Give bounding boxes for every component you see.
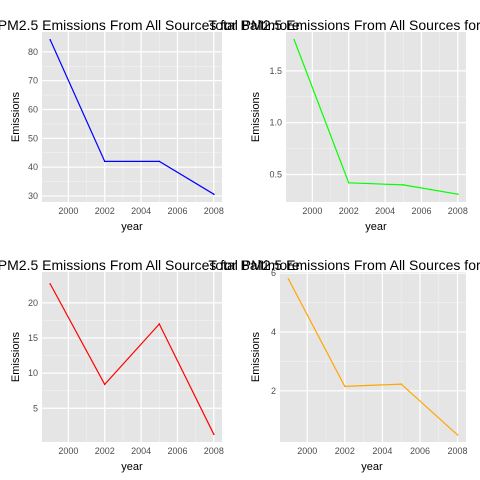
x-tick-labels: 2000 2002 2004 2006 2008: [297, 446, 467, 456]
data-point: [344, 385, 346, 388]
data-point: [293, 38, 295, 41]
x-axis-label: year: [361, 461, 383, 473]
x-tick-label: 2000: [58, 446, 78, 456]
minor-grid: [280, 272, 466, 442]
y-axis-label: Emissions: [250, 331, 262, 382]
y-tick-label: 2: [271, 386, 276, 396]
y-axis-label: Emissions: [10, 91, 22, 142]
x-tick-label: 2008: [448, 206, 468, 216]
y-tick-labels: 5 10 15 20: [28, 298, 38, 413]
major-grid: [280, 272, 466, 442]
x-tick-labels: 2000 2002 2004 2006 2008: [58, 446, 223, 456]
data-point: [103, 383, 106, 386]
y-tick-label: 10: [28, 368, 38, 378]
major-grid: [42, 272, 222, 442]
data-points: [49, 283, 215, 436]
plot-background: [286, 32, 466, 202]
data-point: [457, 193, 459, 196]
panel-title: Total PM2.5 Emissions From All Sources f…: [0, 17, 300, 33]
emissions-line: [287, 278, 458, 436]
data-points: [49, 38, 215, 196]
y-tick-label: 1.5: [269, 66, 282, 76]
x-tick-labels: 2000 2002 2004 2006 2008: [302, 206, 467, 216]
y-tick-label: 20: [28, 298, 38, 308]
panel-bottom-left: Total PM2.5 Emissions From All Sources f…: [0, 257, 300, 473]
major-grid: [42, 32, 222, 202]
x-tick-label: 2002: [95, 206, 115, 216]
x-tick-label: 2004: [372, 446, 392, 456]
y-tick-label: 5: [33, 403, 38, 413]
plot-background: [280, 272, 466, 442]
data-point: [400, 383, 402, 385]
x-axis-label: year: [365, 221, 387, 233]
data-point: [49, 283, 51, 285]
emissions-line: [49, 283, 215, 435]
x-axis-label: year: [121, 221, 143, 233]
emissions-line: [293, 39, 458, 195]
panel-top-right: Total PM2.5 Emissions From All Sources f…: [208, 17, 480, 233]
data-point: [49, 38, 51, 41]
major-grid: [286, 32, 466, 202]
x-tick-label: 2000: [58, 206, 78, 216]
x-tick-label: 2000: [297, 446, 317, 456]
y-tick-labels: 0.5 1.0 1.5: [269, 66, 282, 180]
x-tick-label: 2004: [131, 206, 151, 216]
y-tick-labels: 2 4 6: [271, 268, 276, 396]
x-tick-label: 2006: [411, 206, 431, 216]
x-tick-label: 2008: [204, 446, 224, 456]
data-point: [158, 323, 161, 325]
data-point: [287, 278, 290, 280]
x-tick-labels: 2000 2002 2004 2006 2008: [58, 206, 223, 216]
data-points: [293, 38, 459, 196]
x-tick-label: 2006: [410, 446, 430, 456]
y-tick-label: 30: [28, 191, 38, 201]
data-point: [213, 433, 215, 436]
y-tick-label: 40: [28, 162, 38, 172]
panel-top-left: Total PM2.5 Emissions From All Sources f…: [0, 17, 300, 233]
y-tick-label: 0.5: [269, 170, 282, 180]
panel-title: Total PM2.5 Emissions From All Sources f…: [208, 257, 480, 273]
x-tick-label: 2004: [131, 446, 151, 456]
x-tick-label: 2006: [167, 206, 187, 216]
data-point: [103, 160, 106, 163]
x-tick-label: 2008: [448, 446, 468, 456]
y-axis-label: Emissions: [10, 331, 22, 382]
x-axis-label: year: [121, 461, 143, 473]
x-tick-label: 2002: [95, 446, 115, 456]
plot-background: [42, 32, 222, 202]
y-tick-label: 80: [28, 47, 38, 57]
data-point: [402, 184, 405, 186]
panel-title: Total PM2.5 Emissions From All Sources f…: [208, 17, 480, 33]
emissions-line: [49, 39, 215, 195]
y-tick-label: 4: [271, 327, 276, 337]
y-tick-label: 70: [28, 76, 38, 86]
y-tick-label: 15: [28, 333, 38, 343]
y-axis-label: Emissions: [250, 91, 262, 142]
plot-background: [42, 272, 222, 442]
y-tick-label: 50: [28, 133, 38, 143]
x-tick-label: 2008: [204, 206, 224, 216]
y-tick-label: 60: [28, 105, 38, 115]
x-tick-label: 2002: [335, 446, 355, 456]
x-tick-label: 2004: [375, 206, 395, 216]
x-tick-label: 2002: [339, 206, 359, 216]
x-tick-label: 2000: [302, 206, 322, 216]
data-points: [287, 278, 459, 436]
panel-title: Total PM2.5 Emissions From All Sources f…: [0, 257, 300, 273]
data-point: [456, 434, 459, 436]
data-point: [213, 193, 215, 196]
x-tick-label: 2006: [167, 446, 187, 456]
y-tick-label: 6: [271, 268, 276, 278]
data-point: [347, 182, 350, 184]
y-tick-labels: 30 40 50 60 70 80: [28, 47, 38, 201]
panel-bottom-right: Total PM2.5 Emissions From All Sources f…: [208, 257, 480, 473]
data-point: [158, 160, 161, 163]
y-tick-label: 1.0: [269, 118, 282, 128]
